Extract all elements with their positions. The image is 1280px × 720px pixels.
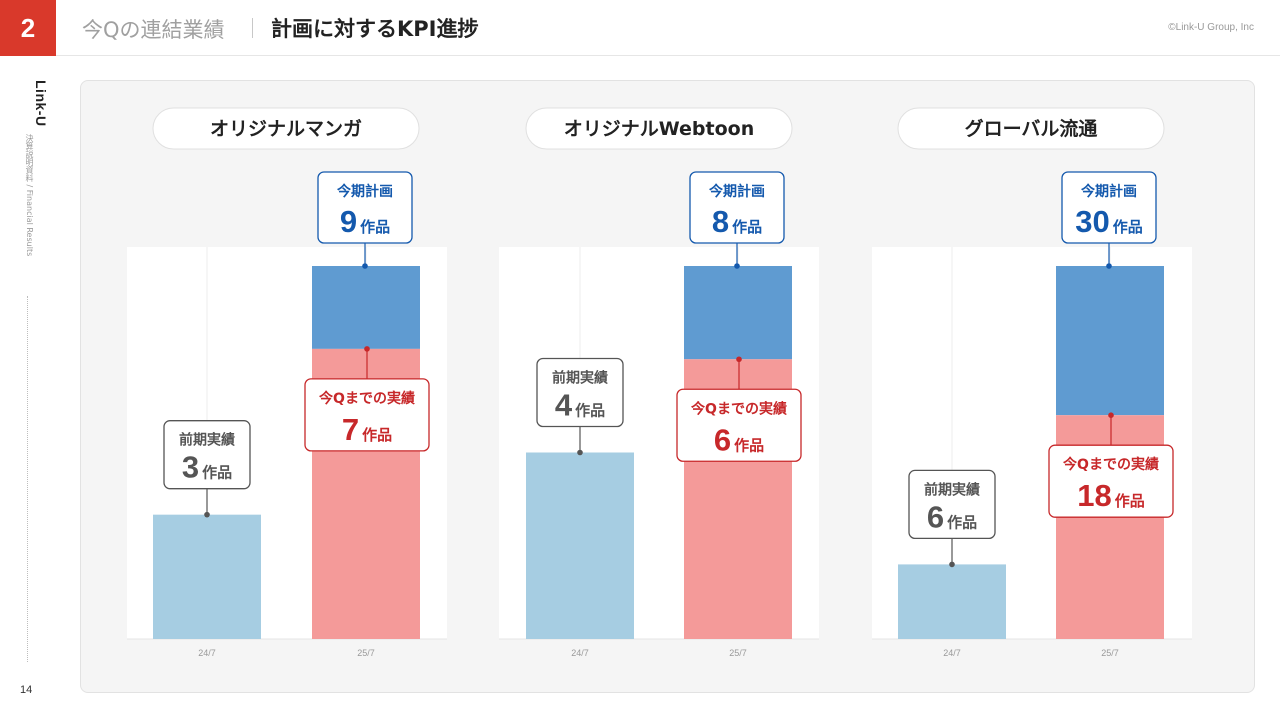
plan-callout-box: [317, 171, 413, 244]
prior-value-unit: 作品: [202, 464, 232, 482]
plan-anchor-dot: [734, 263, 740, 269]
bar-prior: [153, 514, 261, 639]
x-tick-label: 25/7: [1101, 648, 1119, 658]
brand-logo-text: Link-U: [33, 80, 49, 127]
plan-value-number: 30: [1075, 204, 1109, 239]
plan-anchor-dot: [362, 263, 368, 269]
actual-callout-box: [304, 378, 430, 452]
copyright-text: ©Link-U Group, Inc: [1168, 22, 1254, 33]
prior-anchor-dot: [204, 511, 210, 518]
plan-value-unit: 作品: [1113, 218, 1143, 236]
plan-callout-value: 30 作品: [1075, 204, 1143, 239]
prior-callout-value: 4 作品: [555, 388, 605, 423]
bar-prior: [898, 564, 1006, 639]
actual-value-number: 18: [1077, 478, 1111, 513]
x-tick-label: 24/7: [943, 648, 961, 658]
prior-callout-box: [536, 357, 624, 428]
page-subtitle: 今Qの連結業績: [82, 18, 225, 42]
plan-anchor-dot: [1106, 263, 1112, 269]
prior-callout-box: [163, 420, 251, 490]
plan-callout-box: [1061, 171, 1157, 244]
actual-callout-caption: 今Qまでの実績: [1062, 456, 1159, 473]
plan-value-unit: 作品: [360, 218, 390, 236]
prior-value-number: 3: [182, 450, 199, 485]
actual-callout-value: 6 作品: [714, 422, 764, 457]
actual-callout-value: 7 作品: [342, 412, 392, 447]
page-header: 今Qの連結業績 計画に対するKPI進捗 ©Link-U Group, Inc: [56, 0, 1280, 56]
chart-title: オリジナルマンガ: [210, 118, 362, 140]
plan-callout-caption: 今期計画: [1080, 183, 1137, 200]
prior-value-unit: 作品: [947, 513, 977, 531]
actual-value-unit: 作品: [1115, 492, 1145, 510]
prior-anchor-dot: [577, 449, 583, 456]
x-tick-label: 25/7: [729, 648, 747, 658]
prior-callout-caption: 前期実績: [552, 370, 608, 387]
document-label: 決算説明資料 / Financial Results: [25, 134, 34, 257]
chart-title-pill: [525, 107, 793, 150]
actual-callout-box: [676, 388, 802, 462]
prior-value-unit: 作品: [575, 402, 605, 420]
prior-anchor-dot: [949, 561, 955, 568]
actual-callout-caption: 今Qまでの実績: [690, 400, 787, 417]
plan-callout-caption: 今期計画: [708, 183, 765, 200]
prior-callout-caption: 前期実績: [924, 481, 980, 498]
prior-callout-caption: 前期実績: [179, 432, 235, 449]
page-number: 14: [20, 684, 33, 696]
chart-title: グローバル流通: [965, 117, 1099, 140]
x-tick-label: 24/7: [571, 648, 589, 658]
x-tick-label: 25/7: [357, 648, 375, 658]
chart-title-pill: [152, 107, 420, 150]
chart-title-pill: [897, 107, 1165, 150]
header-divider: [252, 18, 253, 38]
bar-plan-remaining: [684, 266, 792, 360]
sidebar-dotted-divider: [27, 296, 28, 662]
plan-callout-value: 9 作品: [340, 204, 390, 239]
prior-value-number: 4: [555, 388, 573, 423]
actual-anchor-dot: [1108, 412, 1114, 419]
plan-value-unit: 作品: [732, 218, 762, 236]
page-title: 計画に対するKPI進捗: [271, 17, 479, 41]
actual-callout-value: 18 作品: [1077, 478, 1145, 513]
plan-value-number: 8: [712, 204, 729, 239]
prior-callout-box: [908, 469, 996, 540]
chart-title: オリジナルWebtoon: [564, 118, 754, 140]
bar-prior: [526, 452, 634, 639]
actual-callout-box: [1048, 444, 1174, 518]
actual-value-unit: 作品: [362, 426, 392, 444]
plan-callout-caption: 今期計画: [336, 183, 393, 200]
plan-callout-box: [689, 171, 785, 244]
prior-callout-value: 6 作品: [927, 499, 977, 534]
plan-value-number: 9: [340, 204, 357, 239]
bar-plan-remaining: [1056, 266, 1164, 416]
prior-value-number: 6: [927, 499, 944, 534]
actual-anchor-dot: [364, 346, 370, 352]
plan-callout-value: 8 作品: [712, 204, 762, 239]
prior-callout-value: 3 作品: [182, 450, 232, 485]
actual-callout-caption: 今Qまでの実績: [318, 390, 415, 407]
actual-value-unit: 作品: [734, 436, 764, 454]
actual-anchor-dot: [736, 356, 742, 363]
bar-plan-remaining: [312, 266, 420, 349]
x-tick-label: 24/7: [198, 648, 216, 658]
actual-value-number: 6: [714, 422, 731, 457]
section-number-badge: 2: [0, 0, 56, 56]
actual-value-number: 7: [342, 412, 359, 447]
